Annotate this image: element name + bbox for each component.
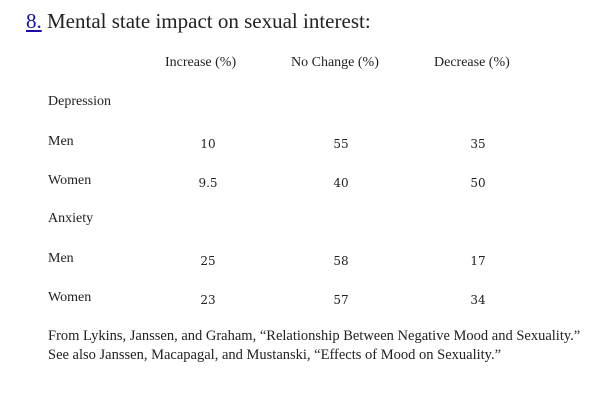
cell-anxiety-men-decrease: 17 bbox=[470, 254, 486, 268]
row-label-depression-men: Men bbox=[48, 134, 74, 149]
cell-depression-women-no-change: 40 bbox=[333, 176, 349, 190]
column-header-no-change: No Change (%) bbox=[291, 55, 379, 70]
cell-anxiety-men-increase: 25 bbox=[200, 254, 216, 268]
group-label-depression: Depression bbox=[48, 94, 111, 109]
row-label-anxiety-women: Women bbox=[48, 290, 92, 305]
cell-anxiety-women-decrease: 34 bbox=[470, 293, 486, 307]
cell-depression-men-increase: 10 bbox=[200, 137, 216, 151]
cell-anxiety-men-no-change: 58 bbox=[333, 254, 349, 268]
group-label-anxiety: Anxiety bbox=[48, 211, 94, 226]
page-heading: 8. Mental state impact on sexual interes… bbox=[26, 8, 371, 34]
row-label-depression-women: Women bbox=[48, 173, 92, 188]
column-header-decrease: Decrease (%) bbox=[434, 55, 510, 70]
row-label-anxiety-men: Men bbox=[48, 251, 74, 266]
source-note: From Lykins, Janssen, and Graham, “Relat… bbox=[48, 328, 581, 363]
cell-anxiety-women-no-change: 57 bbox=[333, 293, 349, 307]
column-header-increase: Increase (%) bbox=[165, 55, 237, 70]
cell-depression-men-decrease: 35 bbox=[470, 137, 486, 151]
cell-depression-men-no-change: 55 bbox=[333, 137, 349, 151]
cell-depression-women-increase: 9.5 bbox=[198, 176, 218, 190]
footnote-link[interactable]: 8. bbox=[26, 9, 42, 33]
heading-title: Mental state impact on sexual interest: bbox=[47, 9, 371, 33]
cell-depression-women-decrease: 50 bbox=[470, 176, 486, 190]
cell-anxiety-women-increase: 23 bbox=[200, 293, 216, 307]
